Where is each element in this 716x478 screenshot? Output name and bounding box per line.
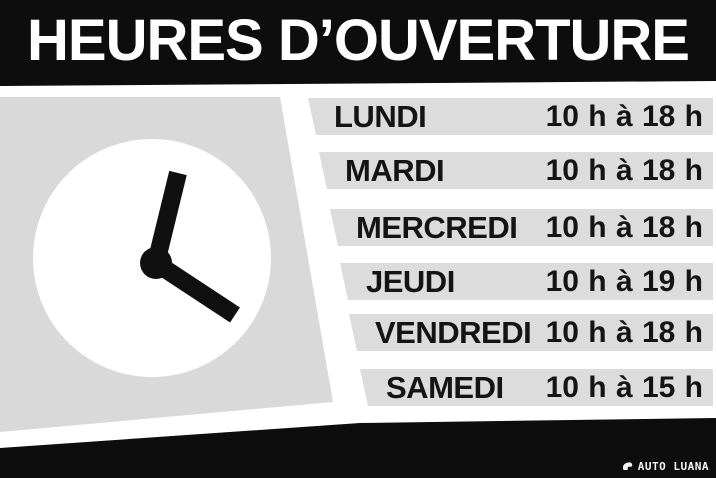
clock-icon — [33, 139, 271, 377]
hours-value: 10 h à 15 h — [545, 370, 703, 404]
day-label: VENDREDI — [375, 314, 532, 350]
hours-value: 10 h à 18 h — [545, 153, 703, 187]
schedule-row-lundi: LUNDI 10 h à 18 h — [308, 98, 713, 135]
page-title: HEURES D’OUVERTURE — [27, 8, 690, 73]
hours-value: 10 h à 18 h — [545, 315, 703, 349]
schedule-row-vendredi: VENDREDI 10 h à 18 h — [349, 314, 713, 351]
clock-center-dot — [140, 247, 172, 279]
hours-value: 10 h à 18 h — [545, 210, 703, 244]
schedule-row-mercredi: MERCREDI 10 h à 18 h — [330, 209, 713, 246]
header-bar: HEURES D’OUVERTURE — [0, 0, 716, 86]
schedule-row-mardi: MARDI 10 h à 18 h — [319, 152, 713, 189]
brand-name: AUTO LUANA — [637, 460, 709, 473]
day-label: LUNDI — [334, 98, 427, 134]
brand-logo-icon — [622, 462, 633, 470]
schedule-row-samedi: SAMEDI 10 h à 15 h — [360, 369, 713, 406]
brand-logo: AUTO LUANA — [621, 460, 709, 473]
hours-value: 10 h à 19 h — [545, 264, 703, 298]
day-label: MERCREDI — [356, 209, 518, 245]
hours-value: 10 h à 18 h — [545, 99, 703, 133]
day-label: JEUDI — [366, 263, 455, 299]
schedule-row-jeudi: JEUDI 10 h à 19 h — [340, 263, 713, 300]
day-label: MARDI — [345, 152, 445, 188]
day-label: SAMEDI — [386, 369, 504, 405]
